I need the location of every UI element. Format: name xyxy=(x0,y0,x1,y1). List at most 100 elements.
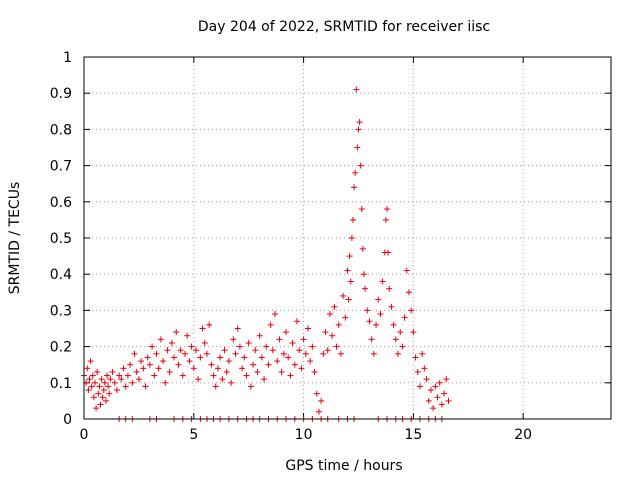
x-tick-label: 20 xyxy=(514,427,532,443)
data-point xyxy=(291,361,298,368)
data-point xyxy=(443,376,450,383)
data-point xyxy=(272,311,279,318)
data-point xyxy=(214,365,221,372)
y-tick-label: 0 xyxy=(63,412,72,428)
data-point xyxy=(438,401,445,408)
data-point xyxy=(347,278,354,285)
data-point xyxy=(177,347,184,354)
data-point xyxy=(421,365,428,372)
x-tick-label: 0 xyxy=(80,427,89,443)
data-point xyxy=(93,405,100,412)
data-point xyxy=(155,365,162,372)
data-point xyxy=(232,350,239,357)
data-point xyxy=(223,368,230,375)
data-point xyxy=(333,343,340,350)
data-point xyxy=(265,361,272,368)
data-point xyxy=(228,379,235,386)
data-point xyxy=(138,358,145,365)
data-point xyxy=(102,397,109,404)
data-point xyxy=(100,387,107,394)
data-point xyxy=(179,372,186,379)
data-point xyxy=(199,325,206,332)
y-tick-label: 1 xyxy=(63,50,72,66)
data-point xyxy=(173,329,180,336)
data-point xyxy=(358,206,365,213)
data-point xyxy=(425,397,432,404)
data-point xyxy=(250,361,257,368)
data-point xyxy=(346,253,353,260)
data-point xyxy=(127,361,134,368)
data-point xyxy=(184,332,191,339)
y-tick-label: 0.8 xyxy=(50,122,72,138)
data-point xyxy=(430,405,437,412)
data-point xyxy=(356,119,363,126)
data-point xyxy=(104,372,111,379)
data-point xyxy=(91,379,98,386)
data-point xyxy=(364,307,371,314)
data-point xyxy=(133,368,140,375)
data-point xyxy=(97,401,104,408)
data-point xyxy=(175,361,182,368)
data-point xyxy=(379,278,386,285)
y-tick-label: 0.4 xyxy=(50,267,72,283)
data-point xyxy=(335,321,342,328)
data-point xyxy=(408,307,415,314)
data-point xyxy=(351,184,358,191)
tick-labels: 0 5 10 15 20 0 0.1 0.2 0.3 0.4 0.5 0.6 0.7 0.8 0.9 1 xyxy=(50,50,532,443)
data-point xyxy=(106,390,113,397)
data-point xyxy=(403,267,410,274)
data-point xyxy=(190,365,197,372)
y-tick-label: 0.6 xyxy=(50,195,72,211)
y-axis-label: SRMTID / TECUs xyxy=(7,182,23,295)
data-point xyxy=(345,296,352,303)
data-point xyxy=(302,350,309,357)
data-point xyxy=(96,383,103,390)
data-point xyxy=(120,365,127,372)
data-point xyxy=(359,245,366,252)
data-point xyxy=(366,318,373,325)
data-point xyxy=(432,383,439,390)
data-point xyxy=(278,368,285,375)
data-point xyxy=(304,325,311,332)
data-point xyxy=(337,350,344,357)
data-point xyxy=(399,343,406,350)
data-point xyxy=(206,321,213,328)
data-point xyxy=(360,271,367,278)
data-point xyxy=(445,397,452,404)
x-axis-label: GPS time / hours xyxy=(285,458,402,474)
data-point xyxy=(135,376,142,383)
y-tick-label: 0.2 xyxy=(50,340,72,356)
data-point xyxy=(107,376,114,383)
data-point xyxy=(283,329,290,336)
data-points xyxy=(81,86,452,422)
data-point xyxy=(382,216,389,223)
data-point xyxy=(160,358,167,365)
data-point xyxy=(140,365,147,372)
data-point xyxy=(247,383,254,390)
data-point xyxy=(166,368,173,375)
y-tick-label: 0.9 xyxy=(50,86,72,102)
data-point xyxy=(149,343,156,350)
data-point xyxy=(352,169,359,176)
data-point xyxy=(289,339,296,346)
data-point xyxy=(326,311,333,318)
data-point xyxy=(348,235,355,241)
data-point xyxy=(331,303,338,310)
data-point xyxy=(86,376,93,383)
data-point xyxy=(157,336,164,343)
data-point xyxy=(234,325,241,332)
data-point xyxy=(192,347,199,354)
data-point xyxy=(300,336,307,343)
data-point xyxy=(131,350,138,357)
data-point xyxy=(441,390,448,397)
data-point xyxy=(84,365,91,372)
data-point xyxy=(414,368,421,375)
data-point xyxy=(162,379,169,386)
grid-lines xyxy=(84,57,611,419)
data-point xyxy=(385,249,392,256)
data-point xyxy=(129,379,136,386)
data-point xyxy=(405,289,412,296)
data-point xyxy=(111,379,118,386)
data-point xyxy=(324,347,331,354)
